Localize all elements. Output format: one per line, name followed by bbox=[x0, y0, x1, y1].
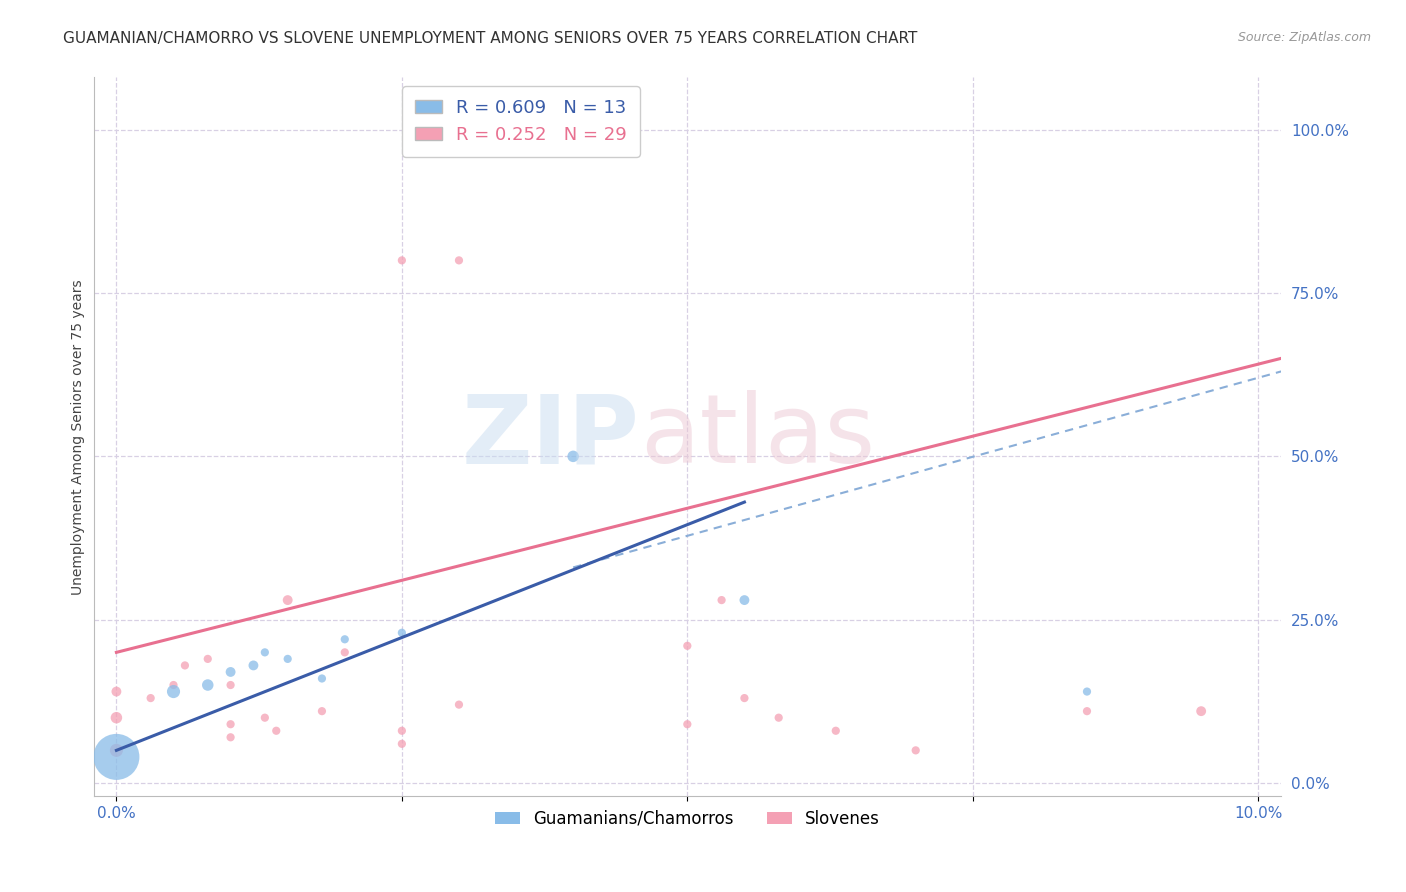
Text: Source: ZipAtlas.com: Source: ZipAtlas.com bbox=[1237, 31, 1371, 45]
Legend: Guamanians/Chamorros, Slovenes: Guamanians/Chamorros, Slovenes bbox=[488, 803, 887, 835]
Point bbox=[733, 691, 755, 706]
Point bbox=[1076, 704, 1098, 718]
Point bbox=[333, 645, 356, 659]
Point bbox=[219, 717, 242, 731]
Point bbox=[139, 691, 162, 706]
Point bbox=[391, 723, 413, 738]
Point bbox=[710, 593, 733, 607]
Point bbox=[162, 684, 184, 698]
Y-axis label: Unemployment Among Seniors over 75 years: Unemployment Among Seniors over 75 years bbox=[72, 279, 86, 595]
Point bbox=[105, 684, 128, 698]
Point bbox=[733, 593, 755, 607]
Text: ZIP: ZIP bbox=[463, 391, 640, 483]
Point bbox=[904, 743, 927, 757]
Point bbox=[219, 731, 242, 745]
Text: atlas: atlas bbox=[640, 391, 875, 483]
Point bbox=[264, 723, 287, 738]
Point bbox=[333, 632, 356, 647]
Point bbox=[768, 711, 790, 725]
Point bbox=[447, 698, 470, 712]
Point bbox=[253, 645, 276, 659]
Point bbox=[162, 678, 184, 692]
Point bbox=[311, 704, 333, 718]
Point bbox=[105, 750, 128, 764]
Point bbox=[391, 737, 413, 751]
Point bbox=[1076, 684, 1098, 698]
Point bbox=[253, 711, 276, 725]
Point bbox=[447, 253, 470, 268]
Point bbox=[105, 743, 128, 757]
Point bbox=[676, 639, 699, 653]
Point bbox=[277, 652, 299, 666]
Text: GUAMANIAN/CHAMORRO VS SLOVENE UNEMPLOYMENT AMONG SENIORS OVER 75 YEARS CORRELATI: GUAMANIAN/CHAMORRO VS SLOVENE UNEMPLOYME… bbox=[63, 31, 918, 46]
Point bbox=[311, 672, 333, 686]
Point bbox=[242, 658, 264, 673]
Point bbox=[219, 678, 242, 692]
Point bbox=[197, 678, 219, 692]
Point bbox=[174, 658, 197, 673]
Point bbox=[219, 665, 242, 679]
Point bbox=[391, 625, 413, 640]
Point bbox=[105, 711, 128, 725]
Point bbox=[676, 717, 699, 731]
Point bbox=[391, 253, 413, 268]
Point bbox=[277, 593, 299, 607]
Point bbox=[562, 450, 585, 464]
Point bbox=[1189, 704, 1212, 718]
Point bbox=[197, 652, 219, 666]
Point bbox=[824, 723, 846, 738]
